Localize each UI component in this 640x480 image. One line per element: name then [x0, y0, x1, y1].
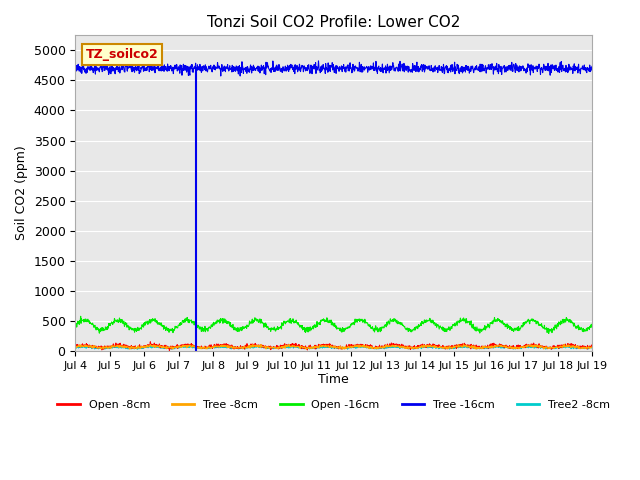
Y-axis label: Soil CO2 (ppm): Soil CO2 (ppm)	[15, 146, 28, 240]
X-axis label: Time: Time	[318, 373, 349, 386]
Title: Tonzi Soil CO2 Profile: Lower CO2: Tonzi Soil CO2 Profile: Lower CO2	[207, 15, 460, 30]
Legend: Open -8cm, Tree -8cm, Open -16cm, Tree -16cm, Tree2 -8cm: Open -8cm, Tree -8cm, Open -16cm, Tree -…	[53, 396, 614, 415]
Text: TZ_soilco2: TZ_soilco2	[86, 48, 158, 61]
